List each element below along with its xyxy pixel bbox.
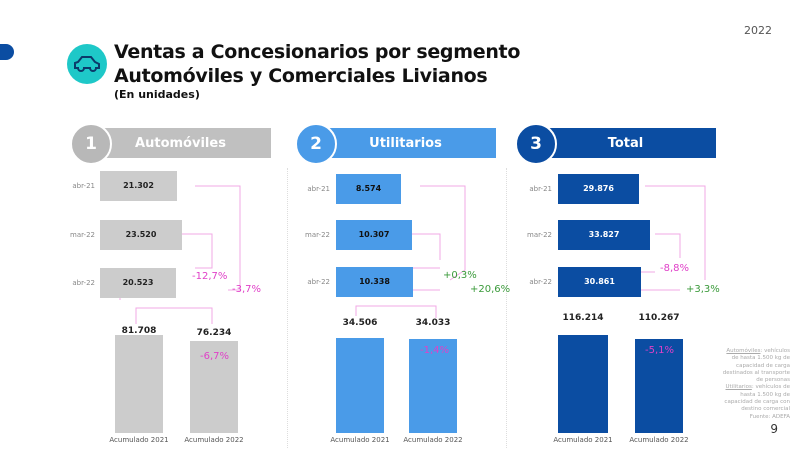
x-label: Acumulado 2021 (330, 436, 390, 444)
x-label: Acumulado 2021 (109, 436, 169, 444)
panel-number: 3 (515, 123, 557, 165)
bar-mar-22: 33.827 (558, 220, 650, 250)
utilitarios-header: Utilitarios (315, 128, 496, 158)
change-month: -8,8% (660, 263, 690, 274)
panel-number: 2 (295, 123, 337, 165)
footnote-term: Automóviles (726, 348, 761, 354)
bar-mar-22: 23.520 (100, 220, 182, 250)
category-label: mar-22 (305, 231, 330, 239)
section-tab (0, 44, 14, 60)
bar-abr-21: 21.302 (100, 171, 177, 201)
footnote-term: Utilitarios (725, 384, 752, 391)
page-subtitle: (En unidades) (114, 88, 200, 101)
change-year: +20,6% (470, 284, 511, 295)
category-label: abr-22 (72, 279, 95, 287)
title-line-1: Ventas a Concesionarios por segmento (114, 41, 521, 63)
bar-acum-2021 (336, 338, 384, 433)
accum-change: -6,7% (200, 351, 230, 362)
x-label: Acumulado 2022 (184, 436, 244, 444)
category-label: abr-22 (529, 278, 552, 286)
bar-mar-22: 10.307 (336, 220, 412, 250)
total-header: Total (535, 128, 716, 158)
accum-value: 34.033 (415, 318, 451, 328)
bar-abr-22: 20.523 (100, 268, 176, 298)
footnote: Automóviles: vehículos de hasta 1.500 kg… (722, 348, 790, 421)
x-label: Acumulado 2022 (629, 436, 689, 444)
change-month: -12,7% (192, 271, 228, 282)
footnote-source: Fuente: ADEFA (749, 413, 790, 420)
bar-abr-21: 8.574 (336, 174, 401, 204)
accum-value: 34.506 (342, 318, 378, 328)
bar-acum-2022 (409, 339, 457, 433)
x-label: Acumulado 2021 (553, 436, 613, 444)
category-label: mar-22 (527, 231, 552, 239)
category-label: abr-22 (307, 278, 330, 286)
category-label: mar-22 (70, 231, 95, 239)
accum-value: 110.267 (638, 313, 680, 323)
accum-value: 116.214 (562, 313, 604, 323)
bar-acum-2022 (190, 341, 238, 433)
change-year: -3,7% (232, 284, 262, 295)
year-label: 2022 (744, 24, 772, 37)
page-number: 9 (770, 422, 778, 436)
automoviles-header: Automóviles (90, 128, 271, 158)
x-label: Acumulado 2022 (403, 436, 463, 444)
category-label: abr-21 (529, 185, 552, 193)
bar-abr-22: 10.338 (336, 267, 413, 297)
category-label: abr-21 (72, 182, 95, 190)
bar-abr-21: 29.876 (558, 174, 639, 204)
accum-value: 76.234 (196, 328, 232, 338)
title-line-2: Automóviles y Comerciales Livianos (114, 65, 488, 87)
bar-acum-2022 (635, 339, 683, 433)
change-year: +3,3% (686, 284, 720, 295)
accum-change: -1,4% (420, 345, 450, 356)
footnote-text: : vehículos de hasta 1.500 kg de capacid… (722, 348, 790, 384)
bar-acum-2021 (558, 335, 608, 433)
panel-number: 1 (70, 123, 112, 165)
car-icon (67, 44, 107, 84)
divider (506, 168, 507, 448)
page-title: Ventas a Concesionarios por segmento Auto… (114, 40, 520, 88)
bar-abr-22: 30.861 (558, 267, 641, 297)
bar-acum-2021 (115, 335, 163, 433)
divider (287, 168, 288, 448)
change-month: +0,3% (443, 270, 477, 281)
category-label: abr-21 (307, 185, 330, 193)
accum-value: 81.708 (121, 326, 157, 336)
footnote-text: : vehículos de hasta 1.500 kg de capacid… (724, 384, 790, 413)
accum-change: -5,1% (645, 345, 675, 356)
